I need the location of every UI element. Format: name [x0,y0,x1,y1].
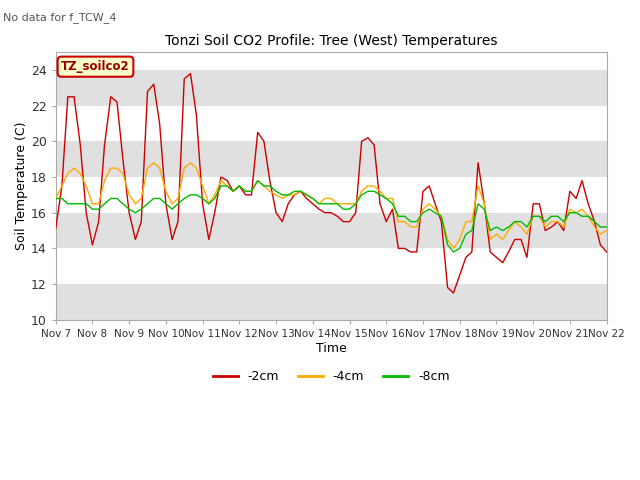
Legend: -2cm, -4cm, -8cm: -2cm, -4cm, -8cm [207,365,454,388]
Text: TZ_soilco2: TZ_soilco2 [61,60,130,73]
Bar [56,213,607,248]
Bar [56,141,607,177]
Bar [56,284,607,320]
Bar [56,70,607,106]
Title: Tonzi Soil CO2 Profile: Tree (West) Temperatures: Tonzi Soil CO2 Profile: Tree (West) Temp… [165,34,497,48]
Text: No data for f_TCW_4: No data for f_TCW_4 [3,12,116,23]
Y-axis label: Soil Temperature (C): Soil Temperature (C) [15,122,28,250]
X-axis label: Time: Time [316,342,346,355]
